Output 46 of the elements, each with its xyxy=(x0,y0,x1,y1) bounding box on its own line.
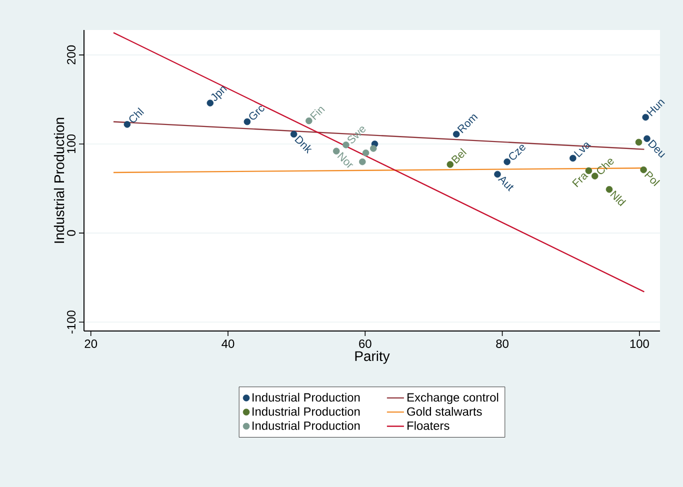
point xyxy=(206,100,214,106)
legend-label: Industrial Production xyxy=(252,407,360,416)
y-tick-label: -100 xyxy=(67,310,76,334)
annotation: Pol xyxy=(644,170,660,186)
point xyxy=(124,121,131,128)
annotation: Lva xyxy=(574,142,591,158)
annotation: Fin xyxy=(310,106,325,120)
point xyxy=(244,118,251,126)
annotation: Cze xyxy=(509,144,526,160)
point xyxy=(359,158,366,166)
annotation: Deu xyxy=(648,140,666,158)
point xyxy=(494,170,501,178)
legend-label: Gold stalwarts xyxy=(407,407,482,416)
annotation: Bel xyxy=(451,148,467,164)
legend-label: Exchange control xyxy=(408,392,498,404)
annotation: Jpn xyxy=(211,86,227,102)
point xyxy=(504,158,510,166)
annotation: Hun xyxy=(646,100,665,116)
x-tick-label: 60 xyxy=(359,340,372,348)
annotation: Chl xyxy=(129,107,144,122)
y-tick-label: 100 xyxy=(67,134,76,154)
annotation: Che xyxy=(596,158,614,174)
annotation: Swe xyxy=(348,126,366,144)
annotation: Nor xyxy=(337,152,354,168)
annotation: Fra xyxy=(572,173,588,188)
legend-label: Floaters xyxy=(408,421,450,430)
point xyxy=(342,141,350,148)
x-tick-label: 20 xyxy=(84,340,98,348)
y-tick-label: 0 xyxy=(67,230,76,236)
y-axis-title: Industrial Production xyxy=(54,118,64,243)
point xyxy=(591,172,598,180)
x-tick-label: 100 xyxy=(630,340,649,348)
annotation: Grc xyxy=(249,106,264,120)
x-tick-label: 80 xyxy=(496,340,508,348)
annotation: Nld xyxy=(610,190,626,206)
annotation: Dnk xyxy=(294,135,312,154)
point xyxy=(370,145,377,152)
point xyxy=(635,138,642,146)
legend-label: Industrial Production xyxy=(252,392,360,402)
y-tick-label: 200 xyxy=(67,45,76,64)
x-tick-label: 40 xyxy=(222,340,234,348)
annotation: Aut xyxy=(498,176,514,192)
x-axis-title: Parity xyxy=(355,350,390,364)
point xyxy=(585,167,592,174)
point xyxy=(362,150,370,156)
legend-label: Industrial Production xyxy=(252,421,360,430)
